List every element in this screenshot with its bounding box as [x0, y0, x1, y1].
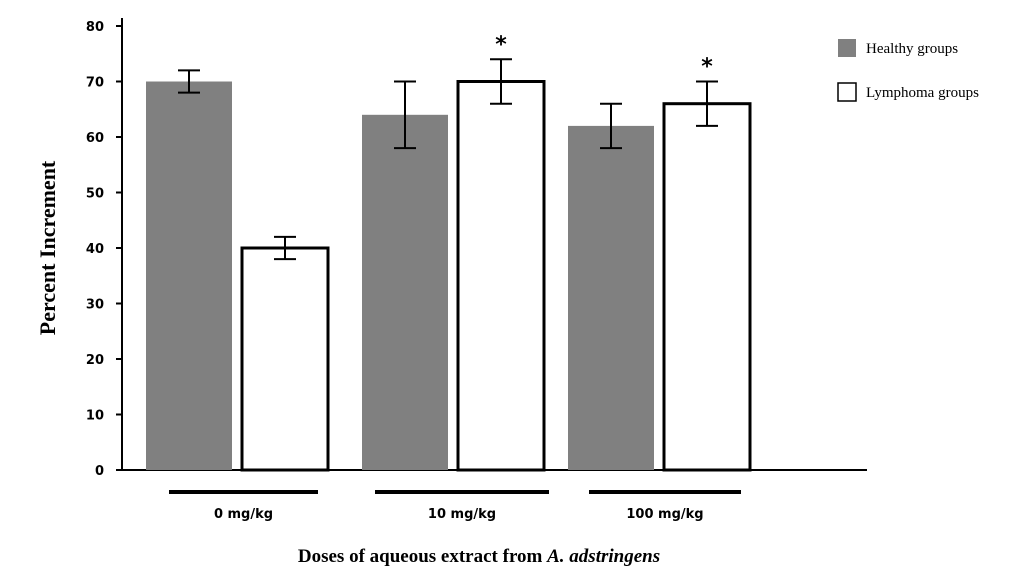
y-axis-ticks: 0 10 20 30 40 50 60 70 80 [86, 20, 122, 479]
y-tick-label: 50 [86, 187, 104, 202]
x-axis-label-italic: A. adstringens [546, 546, 660, 567]
y-axis-label: Percent Increment [35, 160, 60, 335]
legend-swatch [838, 39, 856, 57]
x-axis-label-prefix: Doses of aqueous extract from [298, 546, 547, 567]
significance-mark: * [495, 32, 507, 57]
significance-marks: ** [495, 32, 713, 79]
error-bars [178, 58, 718, 261]
category-groups: 0 mg/kg 10 mg/kg 100 mg/kg [169, 490, 741, 522]
legend-label: Lymphoma groups [866, 85, 979, 101]
category-label: 100 mg/kg [626, 507, 703, 522]
bar-healthy-2 [568, 125, 654, 471]
bar-healthy-1 [362, 114, 448, 471]
legend-swatch [837, 82, 857, 102]
legend: Healthy groups Lymphoma groups [837, 39, 979, 102]
y-tick-label: 30 [86, 298, 104, 313]
y-tick-label: 40 [86, 242, 104, 257]
y-tick-label: 60 [86, 131, 104, 146]
category-label: 10 mg/kg [428, 507, 496, 522]
y-tick-label: 0 [95, 464, 104, 479]
y-tick-label: 80 [86, 20, 104, 35]
significance-mark: * [701, 55, 713, 80]
category-label: 0 mg/kg [214, 507, 273, 522]
y-tick-label: 10 [86, 409, 104, 424]
x-axis-label: Doses of aqueous extract from A. adstrin… [298, 546, 660, 567]
bar-healthy-0 [146, 81, 232, 470]
legend-label: Healthy groups [866, 41, 958, 57]
y-tick-label: 20 [86, 353, 104, 368]
bar-lymphoma-1 [456, 80, 546, 472]
bar-lymphoma-2 [662, 102, 752, 472]
y-tick-label: 70 [86, 76, 104, 91]
bars [146, 80, 752, 472]
bar-lymphoma-0 [240, 246, 330, 472]
